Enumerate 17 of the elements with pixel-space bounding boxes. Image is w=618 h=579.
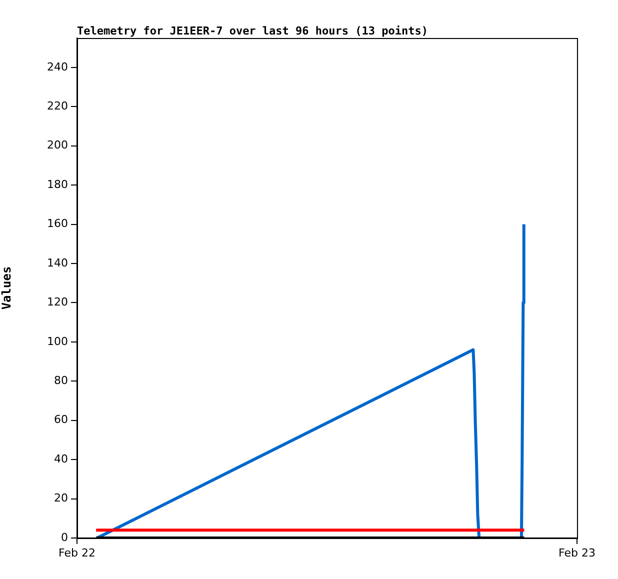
y-tick-label: 180	[47, 178, 68, 191]
y-tick-label: 160	[47, 217, 68, 230]
y-tick-label: 220	[47, 99, 68, 112]
chart-title: Telemetry for JE1EER-7 over last 96 hours (13 points)	[77, 24, 428, 38]
y-tick-label: 200	[47, 138, 68, 152]
y-tick-label: 60	[54, 413, 68, 426]
y-tick-label: 80	[54, 374, 68, 387]
y-axis-title: Values	[0, 266, 14, 310]
y-tick-label: 0	[61, 530, 68, 544]
y-tick-label: 40	[54, 452, 68, 466]
y-tick-label: 140	[47, 256, 68, 270]
y-tick-label: 240	[47, 60, 68, 74]
x-tick-label: Feb 22	[58, 546, 96, 560]
x-tick-label: Feb 23	[558, 546, 596, 560]
y-tick-label: 100	[47, 334, 68, 348]
y-tick-label: 120	[47, 296, 68, 309]
y-tick-label: 20	[54, 492, 68, 505]
